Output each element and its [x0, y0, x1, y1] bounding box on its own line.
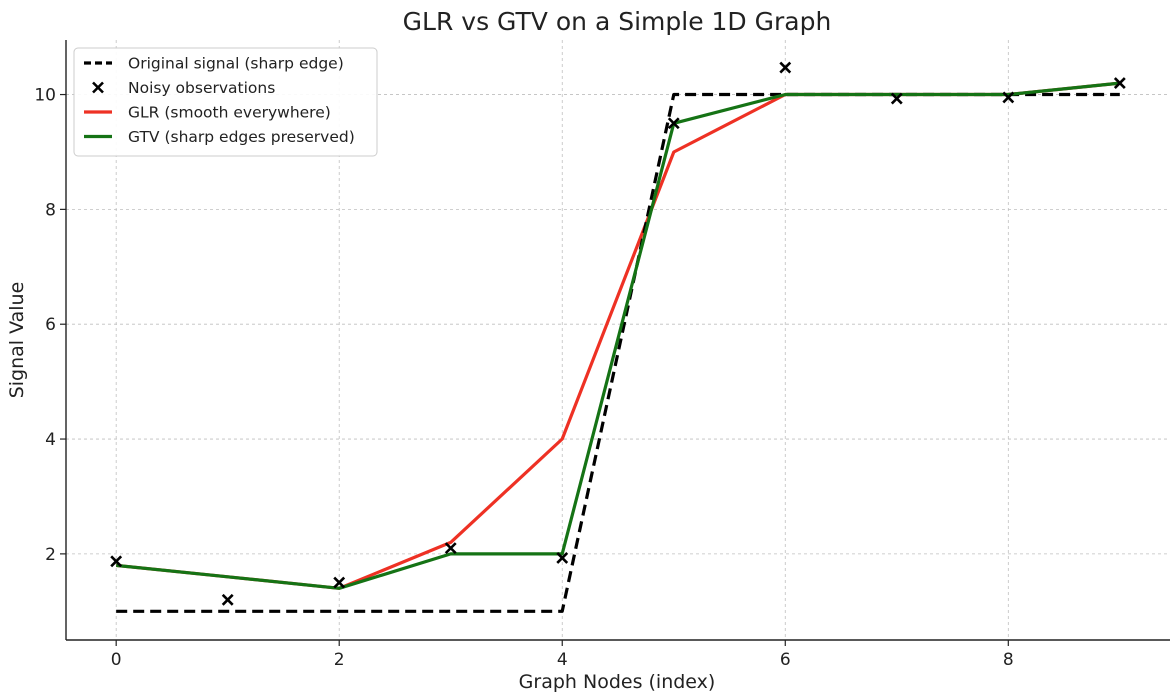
chart-title: GLR vs GTV on a Simple 1D Graph	[403, 7, 832, 36]
data-point-noisy-observation	[221, 593, 234, 606]
legend-label: Noisy observations	[128, 79, 275, 97]
y-axis-title: Signal Value	[6, 282, 28, 399]
data-point-noisy-observation	[110, 555, 123, 568]
y-tick-label: 8	[45, 200, 56, 220]
legend: Original signal (sharp edge) Noisy observ…	[73, 47, 378, 157]
data-point-noisy-observation	[333, 576, 346, 589]
legend-marker	[92, 81, 104, 94]
legend-label: GTV (sharp edges preserved)	[128, 128, 355, 146]
series-line-3	[116, 81, 1120, 590]
series-line-0	[116, 92, 1120, 613]
x-tick-label: 8	[1003, 650, 1014, 670]
data-point-noisy-observation	[779, 61, 792, 74]
x-tick-label: 0	[111, 650, 122, 670]
data-point-noisy-observation	[444, 542, 457, 555]
data-point-noisy-observation	[1002, 91, 1015, 104]
data-point-noisy-observation	[1113, 77, 1126, 89]
series-layer	[110, 61, 1126, 613]
x-tick-label: 2	[334, 650, 345, 670]
legend-label: Original signal (sharp edge)	[128, 55, 344, 73]
data-point-noisy-observation	[890, 92, 903, 105]
y-tick-label: 6	[45, 315, 56, 335]
legend-label: GLR (smooth everywhere)	[128, 104, 331, 122]
ticks: 0 2 4 6 8 2 4 6 8 10	[34, 86, 1013, 670]
y-tick-label: 2	[45, 545, 56, 565]
x-axis-title: Graph Nodes (index)	[519, 671, 716, 693]
data-point-noisy-observation	[667, 117, 680, 130]
y-tick-label: 10	[34, 86, 56, 106]
axes	[65, 40, 1170, 641]
legend-box	[73, 47, 378, 157]
x-tick-label: 4	[557, 650, 568, 670]
y-tick-label: 4	[45, 430, 56, 450]
data-point-noisy-observation	[556, 551, 569, 564]
x-tick-label: 6	[780, 650, 791, 670]
